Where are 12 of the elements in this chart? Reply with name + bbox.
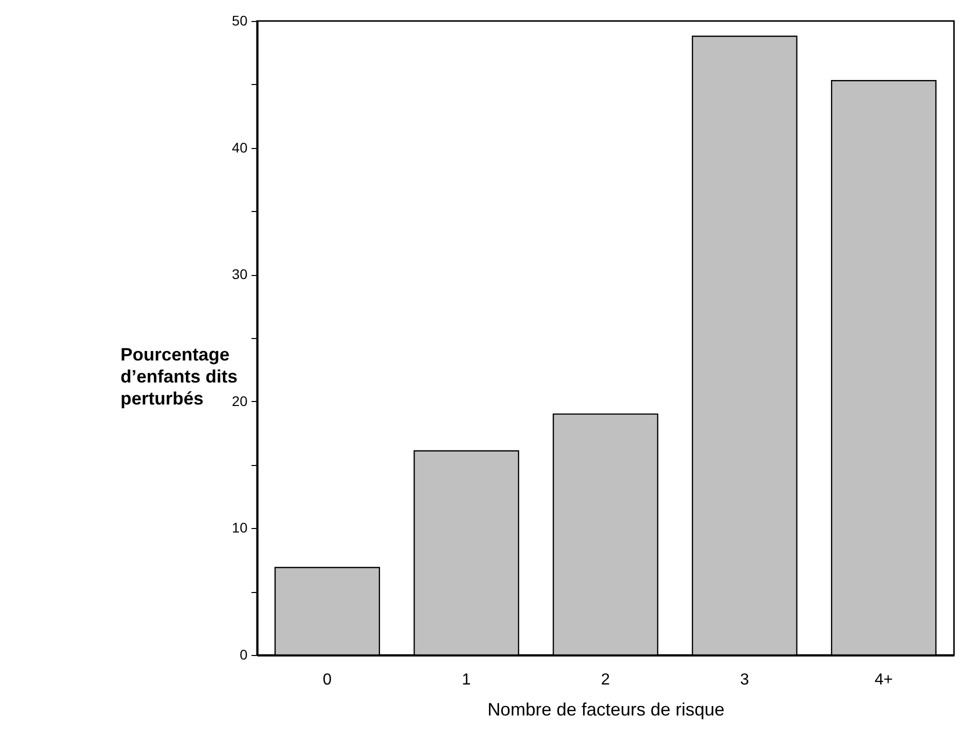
y-tick-label: 20 — [232, 392, 248, 409]
x-tick-label: 4+ — [874, 672, 893, 688]
x-tick-label: 0 — [322, 672, 332, 688]
y-tick-label: 40 — [232, 139, 248, 156]
x-tick-label: 1 — [462, 672, 471, 688]
x-tick-label: 2 — [601, 672, 610, 688]
y-tick-label: 0 — [240, 646, 248, 662]
y-tick-label: 50 — [232, 12, 248, 28]
x-tick-label: 3 — [740, 672, 750, 688]
y-tick-label: 10 — [232, 520, 248, 536]
y-tick-label: 30 — [232, 266, 248, 282]
x-axis-title: Nombre de facteurs de risque — [487, 700, 725, 720]
